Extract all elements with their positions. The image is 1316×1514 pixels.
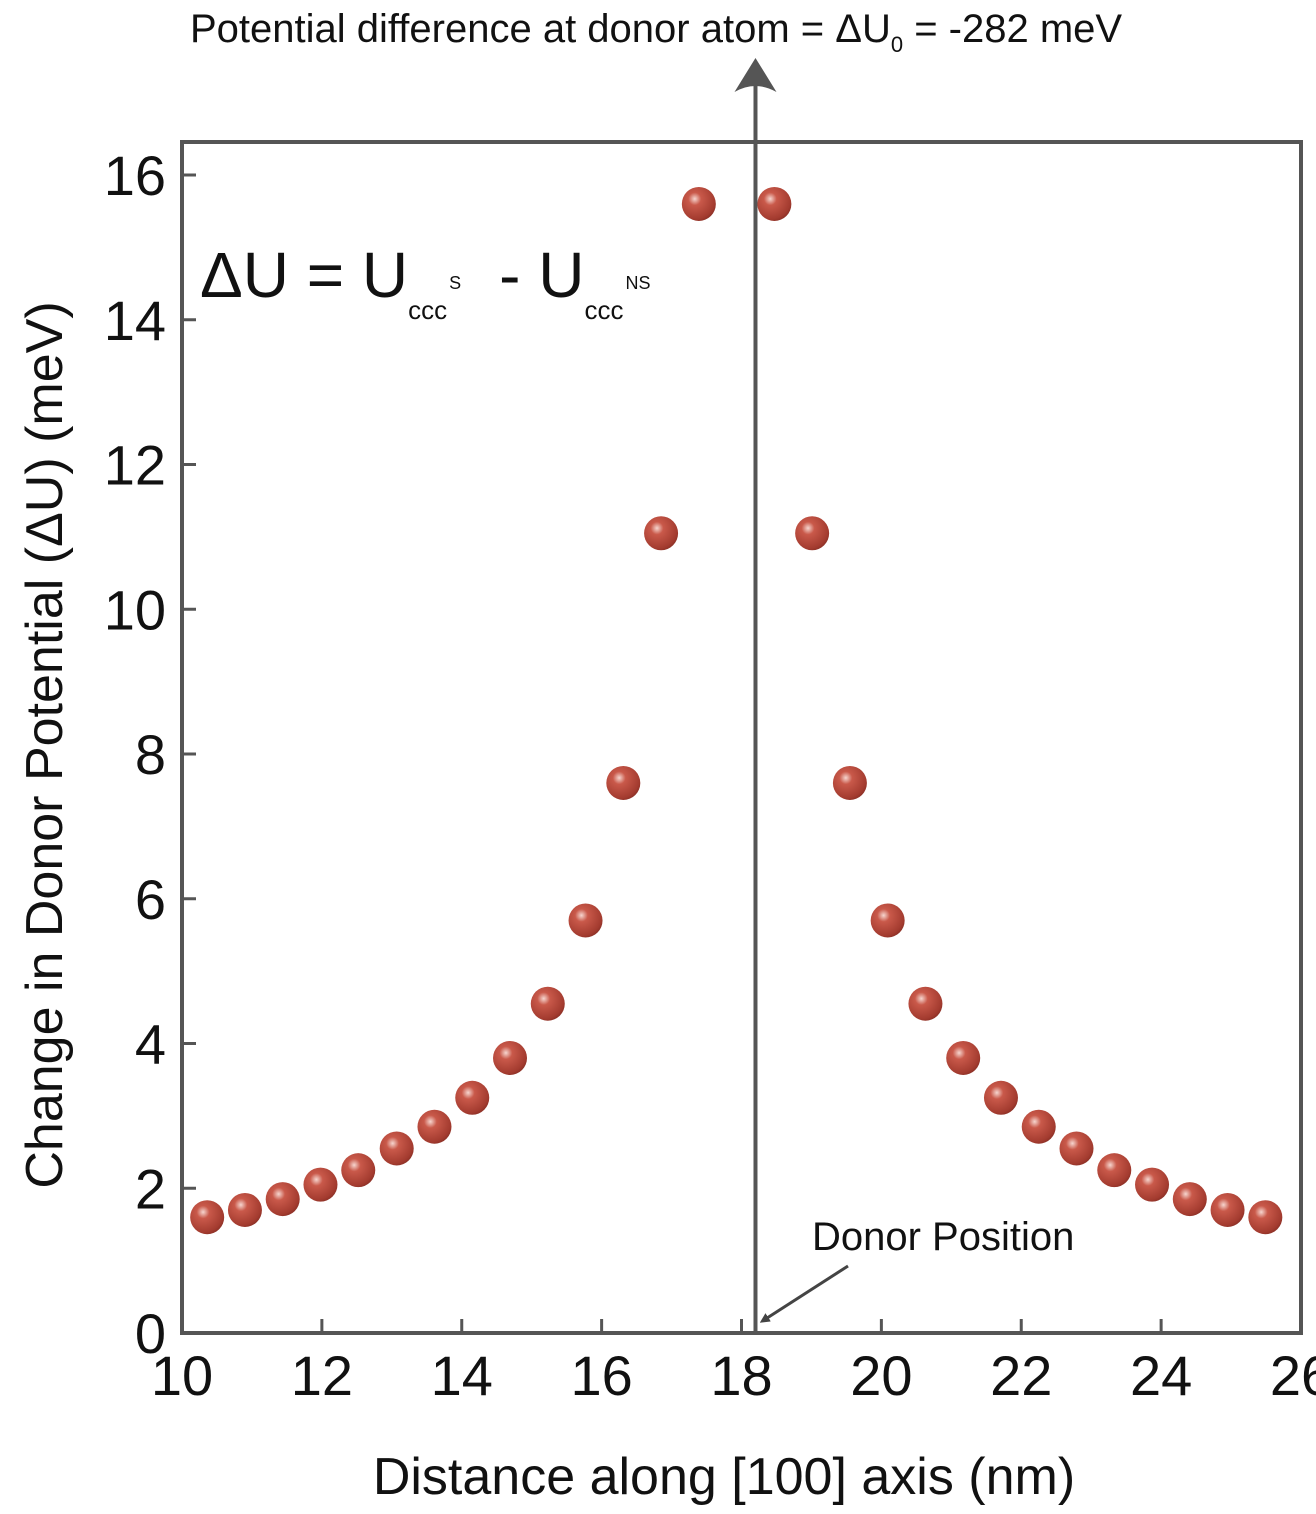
data-point — [1021, 1109, 1056, 1144]
x-tick-label: 20 — [850, 1344, 912, 1407]
data-point — [870, 903, 905, 938]
y-tick-label: 0 — [135, 1302, 166, 1365]
y-tick-label: 16 — [104, 144, 166, 207]
data-point — [227, 1192, 262, 1227]
data-point — [908, 986, 943, 1021]
data-point — [379, 1131, 414, 1166]
data-point — [757, 186, 792, 221]
x-axis-title: Distance along [100] axis (nm) — [373, 1448, 1075, 1506]
data-point — [265, 1182, 300, 1217]
data-point — [190, 1200, 225, 1235]
data-point — [303, 1167, 338, 1202]
data-points — [190, 186, 1283, 1235]
data-point — [983, 1080, 1018, 1115]
data-point — [530, 986, 565, 1021]
data-point — [568, 903, 603, 938]
top-annotation-subscript: 0 — [891, 32, 903, 57]
data-point — [606, 765, 641, 800]
delta-u-equation: ΔU = UcccS - UcccNS — [200, 239, 650, 325]
y-tick-label: 8 — [135, 723, 166, 786]
y-tick-label: 14 — [104, 289, 166, 352]
x-tick-label: 22 — [990, 1344, 1052, 1407]
donor-pointer-arrow — [759, 1264, 849, 1323]
tick-labels: 1012141618202224260246810121416 — [104, 144, 1316, 1407]
data-point — [1097, 1153, 1132, 1188]
x-tick-label: 26 — [1270, 1344, 1316, 1407]
data-point — [1248, 1200, 1283, 1235]
donor-position-label: Donor Position — [812, 1215, 1074, 1259]
data-point — [1135, 1167, 1170, 1202]
x-tick-label: 10 — [151, 1344, 213, 1407]
data-point — [946, 1040, 981, 1075]
y-axis-title: Change in Donor Potential (ΔU) (meV) — [16, 301, 74, 1188]
data-point — [681, 186, 716, 221]
y-tick-label: 2 — [135, 1157, 166, 1220]
plot-frame — [180, 140, 1303, 1335]
x-tick-label: 24 — [1130, 1344, 1192, 1407]
top-annotation: Potential difference at donor atom = ΔU0… — [190, 7, 1122, 57]
x-tick-label: 18 — [710, 1344, 772, 1407]
data-point — [417, 1109, 452, 1144]
x-tick-label: 16 — [570, 1344, 632, 1407]
data-point — [455, 1080, 490, 1115]
y-tick-label: 6 — [135, 868, 166, 931]
y-tick-label: 10 — [104, 578, 166, 641]
donor-line-arrowhead — [734, 58, 777, 92]
data-point — [1172, 1182, 1207, 1217]
data-point — [1059, 1131, 1094, 1166]
axis-ticks — [180, 173, 1303, 1335]
data-point — [832, 765, 867, 800]
x-tick-label: 12 — [291, 1344, 353, 1407]
data-point — [795, 516, 830, 551]
data-point — [644, 516, 679, 551]
data-point — [341, 1153, 376, 1188]
data-point — [1210, 1192, 1245, 1227]
data-point — [493, 1040, 528, 1075]
y-tick-label: 4 — [135, 1013, 166, 1076]
x-tick-label: 14 — [431, 1344, 493, 1407]
y-tick-label: 12 — [104, 434, 166, 497]
